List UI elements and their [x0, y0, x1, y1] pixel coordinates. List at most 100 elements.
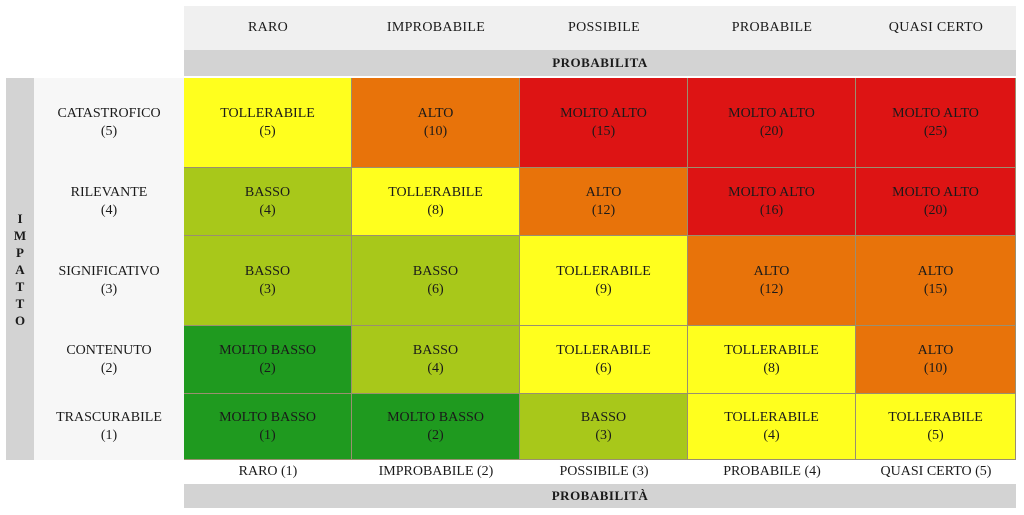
row-label-text: CATASTROFICO	[57, 106, 161, 121]
risk-cell: BASSO (4)	[352, 326, 520, 394]
risk-cell: TOLLERABILE (5)	[856, 394, 1016, 460]
col-header-improbabile: IMPROBABILE	[352, 6, 520, 50]
risk-value: (8)	[763, 360, 780, 376]
row-label-trascurabile: TRASCURABILE (1)	[34, 394, 184, 460]
risk-level: BASSO	[244, 184, 291, 200]
risk-level: MOLTO ALTO	[892, 105, 979, 121]
risk-level: TOLLERABILE	[724, 409, 819, 425]
row-label-score: (4)	[100, 203, 118, 218]
bottom-axis-title: PROBABILITÀ	[184, 484, 1016, 508]
risk-cell: MOLTO BASSO (2)	[352, 394, 520, 460]
row-label-score: (5)	[100, 124, 118, 139]
col-header-possibile: POSSIBILE	[520, 6, 688, 50]
risk-level: TOLLERABILE	[388, 184, 483, 200]
risk-cell: TOLLERABILE (4)	[688, 394, 856, 460]
risk-value: (25)	[923, 123, 948, 139]
risk-cell: ALTO (10)	[352, 78, 520, 168]
risk-level: TOLLERABILE	[724, 342, 819, 358]
bottom-col-label-improbabile: IMPROBABILE (2)	[352, 460, 520, 484]
risk-cell: BASSO (3)	[184, 236, 352, 326]
risk-level: ALTO	[917, 342, 954, 358]
risk-cell: MOLTO ALTO (20)	[856, 168, 1016, 236]
risk-value: (2)	[427, 427, 444, 443]
risk-value: (20)	[923, 202, 948, 218]
risk-level: TOLLERABILE	[888, 409, 983, 425]
risk-level: TOLLERABILE	[556, 263, 651, 279]
risk-level: MOLTO ALTO	[560, 105, 647, 121]
risk-cell: ALTO (12)	[688, 236, 856, 326]
risk-cell: MOLTO ALTO (15)	[520, 78, 688, 168]
col-header-raro: RARO	[184, 6, 352, 50]
row-label-text: CONTENUTO	[66, 343, 152, 358]
risk-cell: BASSO (3)	[520, 394, 688, 460]
risk-value: (10)	[423, 123, 448, 139]
risk-value: (15)	[591, 123, 616, 139]
risk-value: (15)	[923, 281, 948, 297]
risk-value: (6)	[595, 360, 612, 376]
side-axis-letter: P	[16, 244, 24, 260]
risk-cell: ALTO (12)	[520, 168, 688, 236]
risk-level: TOLLERABILE	[556, 342, 651, 358]
col-header-probabile: PROBABILE	[688, 6, 856, 50]
risk-value: (16)	[759, 202, 784, 218]
risk-cell: TOLLERABILE (8)	[352, 168, 520, 236]
risk-cell: MOLTO ALTO (16)	[688, 168, 856, 236]
risk-value: (8)	[427, 202, 444, 218]
risk-value: (10)	[923, 360, 948, 376]
risk-value: (6)	[427, 281, 444, 297]
col-header-quasi-certo: QUASI CERTO	[856, 6, 1016, 50]
risk-level: MOLTO BASSO	[387, 409, 484, 425]
risk-level: BASSO	[412, 263, 459, 279]
risk-cell: MOLTO BASSO (1)	[184, 394, 352, 460]
risk-value: (4)	[427, 360, 444, 376]
risk-cell: TOLLERABILE (8)	[688, 326, 856, 394]
row-label-score: (3)	[100, 282, 118, 297]
risk-level: ALTO	[585, 184, 622, 200]
bottom-col-label-possibile: POSSIBILE (3)	[520, 460, 688, 484]
risk-level: BASSO	[244, 263, 291, 279]
row-label-contenuto: CONTENUTO (2)	[34, 326, 184, 394]
risk-value: (4)	[763, 427, 780, 443]
row-label-catastrofico: CATASTROFICO (5)	[34, 78, 184, 168]
top-axis-title: PROBABILITA	[184, 50, 1016, 76]
row-label-text: SIGNIFICATIVO	[58, 264, 160, 279]
row-label-text: RILEVANTE	[70, 185, 148, 200]
bottom-col-label-quasi-certo: QUASI CERTO (5)	[856, 460, 1016, 484]
side-axis-letter: A	[15, 261, 25, 277]
risk-value: (5)	[927, 427, 944, 443]
risk-level: ALTO	[917, 263, 954, 279]
risk-cell: ALTO (10)	[856, 326, 1016, 394]
risk-level: ALTO	[753, 263, 790, 279]
risk-level: MOLTO ALTO	[728, 105, 815, 121]
bottom-col-label-raro: RARO (1)	[184, 460, 352, 484]
risk-value: (1)	[259, 427, 276, 443]
risk-value: (20)	[759, 123, 784, 139]
risk-value: (5)	[259, 123, 276, 139]
risk-cell: MOLTO BASSO (2)	[184, 326, 352, 394]
bottom-col-label-probabile: PROBABILE (4)	[688, 460, 856, 484]
risk-level: ALTO	[417, 105, 454, 121]
side-axis-letter: O	[14, 312, 26, 328]
risk-cell: BASSO (4)	[184, 168, 352, 236]
risk-level: MOLTO BASSO	[219, 342, 316, 358]
risk-level: TOLLERABILE	[220, 105, 315, 121]
risk-cell: TOLLERABILE (9)	[520, 236, 688, 326]
risk-level: MOLTO ALTO	[892, 184, 979, 200]
risk-level: MOLTO BASSO	[219, 409, 316, 425]
risk-cell: MOLTO ALTO (20)	[688, 78, 856, 168]
risk-cell: ALTO (15)	[856, 236, 1016, 326]
row-label-score: (2)	[100, 361, 118, 376]
risk-value: (3)	[259, 281, 276, 297]
risk-cell: TOLLERABILE (5)	[184, 78, 352, 168]
side-axis-letter: T	[15, 295, 25, 311]
risk-value: (12)	[759, 281, 784, 297]
side-axis-title: I M P A T T O	[6, 78, 34, 460]
risk-cell: TOLLERABILE (6)	[520, 326, 688, 394]
row-label-score: (1)	[100, 428, 118, 443]
side-axis-letter: I	[17, 210, 23, 226]
risk-level: BASSO	[412, 342, 459, 358]
row-label-rilevante: RILEVANTE (4)	[34, 168, 184, 236]
risk-value: (2)	[259, 360, 276, 376]
risk-value: (9)	[595, 281, 612, 297]
risk-value: (3)	[595, 427, 612, 443]
